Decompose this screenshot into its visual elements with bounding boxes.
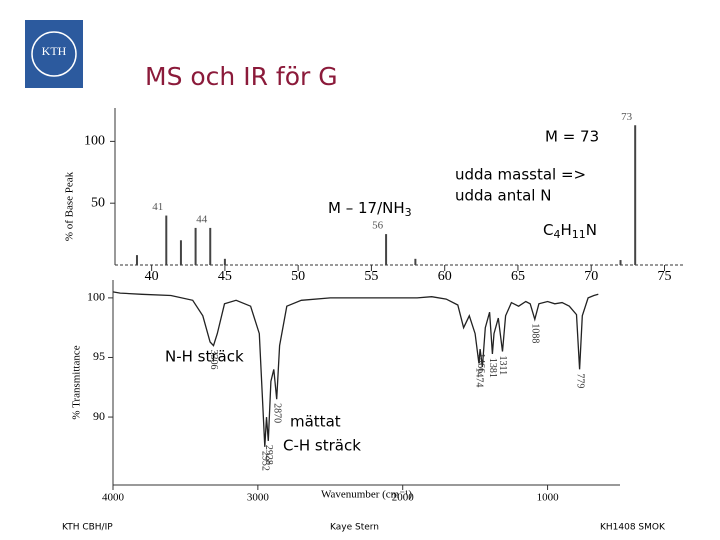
formula-part: C [543, 221, 553, 239]
y-tick-label: 100 [84, 134, 105, 149]
x-tick-label: 50 [291, 269, 305, 284]
footer-text: KH1408 SMOK [600, 523, 666, 533]
x-tick-label: 45 [218, 269, 232, 284]
x-tick-label: 60 [438, 269, 452, 284]
x-tick-label: 3000 [247, 492, 270, 504]
y-tick-label: 90 [93, 409, 105, 423]
peak-label: 2870 [271, 403, 282, 423]
annotation: M = 73 [545, 128, 599, 146]
x-tick-label: 55 [364, 269, 378, 284]
peak-label: 1088 [530, 323, 541, 343]
formula: C4H11N [543, 221, 597, 242]
y-axis-label: % of Base Peak [64, 171, 76, 241]
y-axis-label: % Transmittance [71, 345, 83, 419]
x-tick-label: 40 [145, 269, 159, 284]
formula-part: H [560, 221, 571, 239]
x-axis-label: Wavenumber (cm⁻¹) [321, 489, 412, 501]
annotation: mättat [290, 413, 341, 431]
x-tick-label: 65 [511, 269, 525, 284]
x-tick-label: 70 [584, 269, 598, 284]
peak-label: 73 [621, 111, 633, 123]
y-tick-label: 50 [91, 195, 105, 210]
x-tick-label: 4000 [102, 492, 125, 504]
peak-label: 2928 [263, 445, 274, 465]
x-tick-label: 2000 [392, 492, 415, 504]
logo-ring [31, 31, 77, 77]
peak-label: 1466 [475, 353, 486, 373]
peak-label: 44 [196, 213, 208, 225]
formula-part: N [586, 221, 597, 239]
y-tick-label: 95 [93, 349, 105, 363]
spectrum-line [112, 291, 599, 447]
x-tick-label: 1000 [537, 492, 560, 504]
peak-label: 779 [574, 373, 585, 388]
peak-label: 1474 [474, 367, 485, 387]
logo-text: KTH [42, 44, 67, 58]
y-tick-label: 100 [87, 290, 105, 304]
formula-sub: 11 [572, 228, 586, 241]
annotation: udda masstal => [455, 166, 586, 184]
annotation: N-H sträck [165, 348, 244, 366]
peak-label: 2952 [260, 451, 271, 471]
annotation: M – 17/NH3 [328, 199, 412, 220]
annotation-sub: 3 [405, 206, 412, 219]
peak-label: 1381 [487, 358, 498, 378]
peak-label: 1311 [497, 356, 508, 376]
annotation: udda antal N [455, 187, 551, 205]
x-tick-label: 75 [657, 269, 671, 284]
annotation: C-H sträck [283, 437, 361, 455]
formula-sub: 4 [553, 228, 560, 241]
peak-label: 56 [372, 220, 384, 232]
annotation-part: M – 17/NH [328, 199, 405, 217]
footer-text: Kaye Stern [330, 523, 379, 533]
slide-title: MS och IR för G [145, 62, 338, 91]
footer-text: KTH CBH/IP [62, 523, 113, 533]
peak-label: 3306 [208, 350, 219, 370]
peak-label: 41 [152, 201, 163, 213]
